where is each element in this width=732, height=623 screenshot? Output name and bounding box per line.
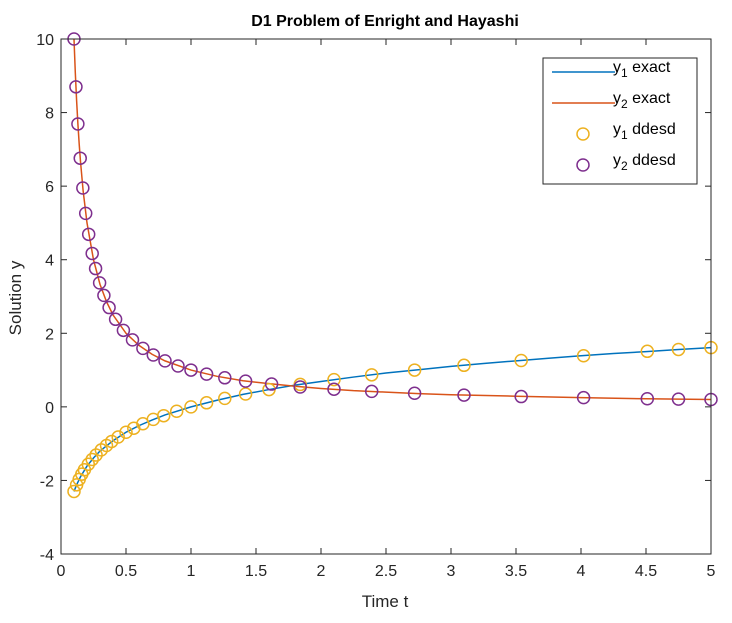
- y-axis-label: Solution y: [6, 260, 25, 335]
- series-3-point: [119, 425, 133, 439]
- series-4-point: [171, 359, 185, 373]
- legend-label: y2 exact: [613, 90, 671, 111]
- series-4-point: [116, 323, 131, 338]
- series-4-point: [69, 80, 83, 94]
- axes: 0 0.5 1 1.5 2 2.5 3 3.5 4 4.5 5 -4 -2 0 2 4 6 8 10: [36, 32, 715, 580]
- y-tick-label: 4: [45, 253, 54, 270]
- series-4-point: [85, 246, 99, 261]
- series-4-point: [102, 300, 116, 315]
- series-3-point: [514, 353, 528, 368]
- x-tick-label: 3.5: [505, 563, 527, 580]
- series-4-point: [514, 389, 528, 404]
- series-3-point: [111, 430, 125, 444]
- series-4-point: [76, 181, 90, 195]
- series-4-point: [73, 151, 87, 165]
- series-3-point: [364, 368, 379, 382]
- x-axis-label: Time t: [362, 592, 409, 611]
- series-4-point: [136, 341, 150, 356]
- x-tick-label: 1: [187, 563, 196, 580]
- series-4-point: [199, 367, 214, 381]
- x-tick-label: 2.5: [375, 563, 397, 580]
- series-1: [73, 346, 712, 492]
- x-tick-label: 5: [707, 563, 716, 580]
- series-4-point: [671, 392, 686, 406]
- series-4-point: [146, 348, 161, 362]
- series-4-point: [184, 363, 198, 377]
- legend-item-3: y1 ddesd: [576, 121, 676, 142]
- series-4-point: [457, 388, 471, 402]
- series-4-point: [364, 384, 379, 399]
- series-4-point: [97, 288, 111, 303]
- series-4-point: [81, 227, 96, 242]
- y-tick-label: 10: [36, 32, 54, 49]
- y-tick-label: 2: [45, 326, 54, 343]
- series-3-point: [85, 452, 99, 467]
- y-tick-label: -2: [40, 473, 54, 490]
- series-3-point: [67, 484, 81, 499]
- series-3-point: [184, 400, 198, 414]
- legend-box: [542, 57, 698, 185]
- x-tick-label: 4: [577, 563, 586, 580]
- x-tick-label: 0: [57, 563, 66, 580]
- legend-item-2: y2 exact: [552, 90, 671, 111]
- series-4-point: [92, 276, 107, 290]
- series-4-point: [158, 354, 172, 368]
- y-tick-label: 8: [45, 106, 54, 123]
- series-4-point: [88, 261, 103, 276]
- legend-marker-swatch: [576, 158, 590, 172]
- x-tick-label: 1.5: [245, 563, 267, 580]
- x-tick-label: 3: [447, 563, 456, 580]
- x-tick-label: 4.5: [635, 563, 657, 580]
- series-4-point: [407, 386, 422, 400]
- plot-area: [67, 32, 718, 499]
- series-4-point: [238, 374, 253, 388]
- x-tick-label: 0.5: [115, 563, 137, 580]
- series-3-point: [169, 404, 184, 419]
- series-3-point: [407, 363, 422, 377]
- series-4-point: [125, 333, 140, 347]
- series-4-point: [78, 206, 93, 221]
- series-4: [67, 32, 718, 407]
- series-4-point: [71, 117, 85, 131]
- series-3-point: [576, 348, 591, 363]
- series-4-point: [327, 382, 341, 396]
- legend-label: y2 ddesd: [613, 152, 676, 173]
- series-3-point: [640, 344, 655, 359]
- series-3-point: [218, 391, 232, 406]
- legend-item-4: y2 ddesd: [576, 152, 676, 173]
- legend-label: y1 exact: [613, 59, 671, 80]
- series-3-point: [671, 342, 686, 357]
- legend-marker-swatch: [576, 127, 590, 141]
- series-4-point: [576, 390, 591, 405]
- series-4-point: [264, 377, 279, 391]
- y-tick-label: 6: [45, 179, 54, 196]
- series-3-point: [238, 387, 253, 401]
- series-4-point: [293, 380, 307, 394]
- legend: y1 exact y2 exact y1 ddesd y2 ddesd: [542, 57, 698, 185]
- y-tick-label: -4: [40, 547, 54, 564]
- series-3-point: [156, 408, 171, 423]
- y-tick-label: 0: [45, 400, 54, 417]
- series-4-point: [218, 371, 232, 385]
- series-3: [67, 340, 718, 499]
- series-3-point: [81, 457, 96, 471]
- series-3-point: [199, 396, 214, 410]
- series-4-point: [108, 312, 123, 327]
- x-tick-label: 2: [317, 563, 326, 580]
- series-3-point: [327, 372, 341, 387]
- chart-title: D1 Problem of Enright and Hayashi: [251, 13, 519, 30]
- series-3-point: [457, 358, 471, 373]
- series-4-point: [640, 392, 655, 406]
- legend-label: y1 ddesd: [613, 121, 676, 142]
- legend-item-1: y1 exact: [552, 59, 671, 80]
- series-1-line: [73, 346, 712, 492]
